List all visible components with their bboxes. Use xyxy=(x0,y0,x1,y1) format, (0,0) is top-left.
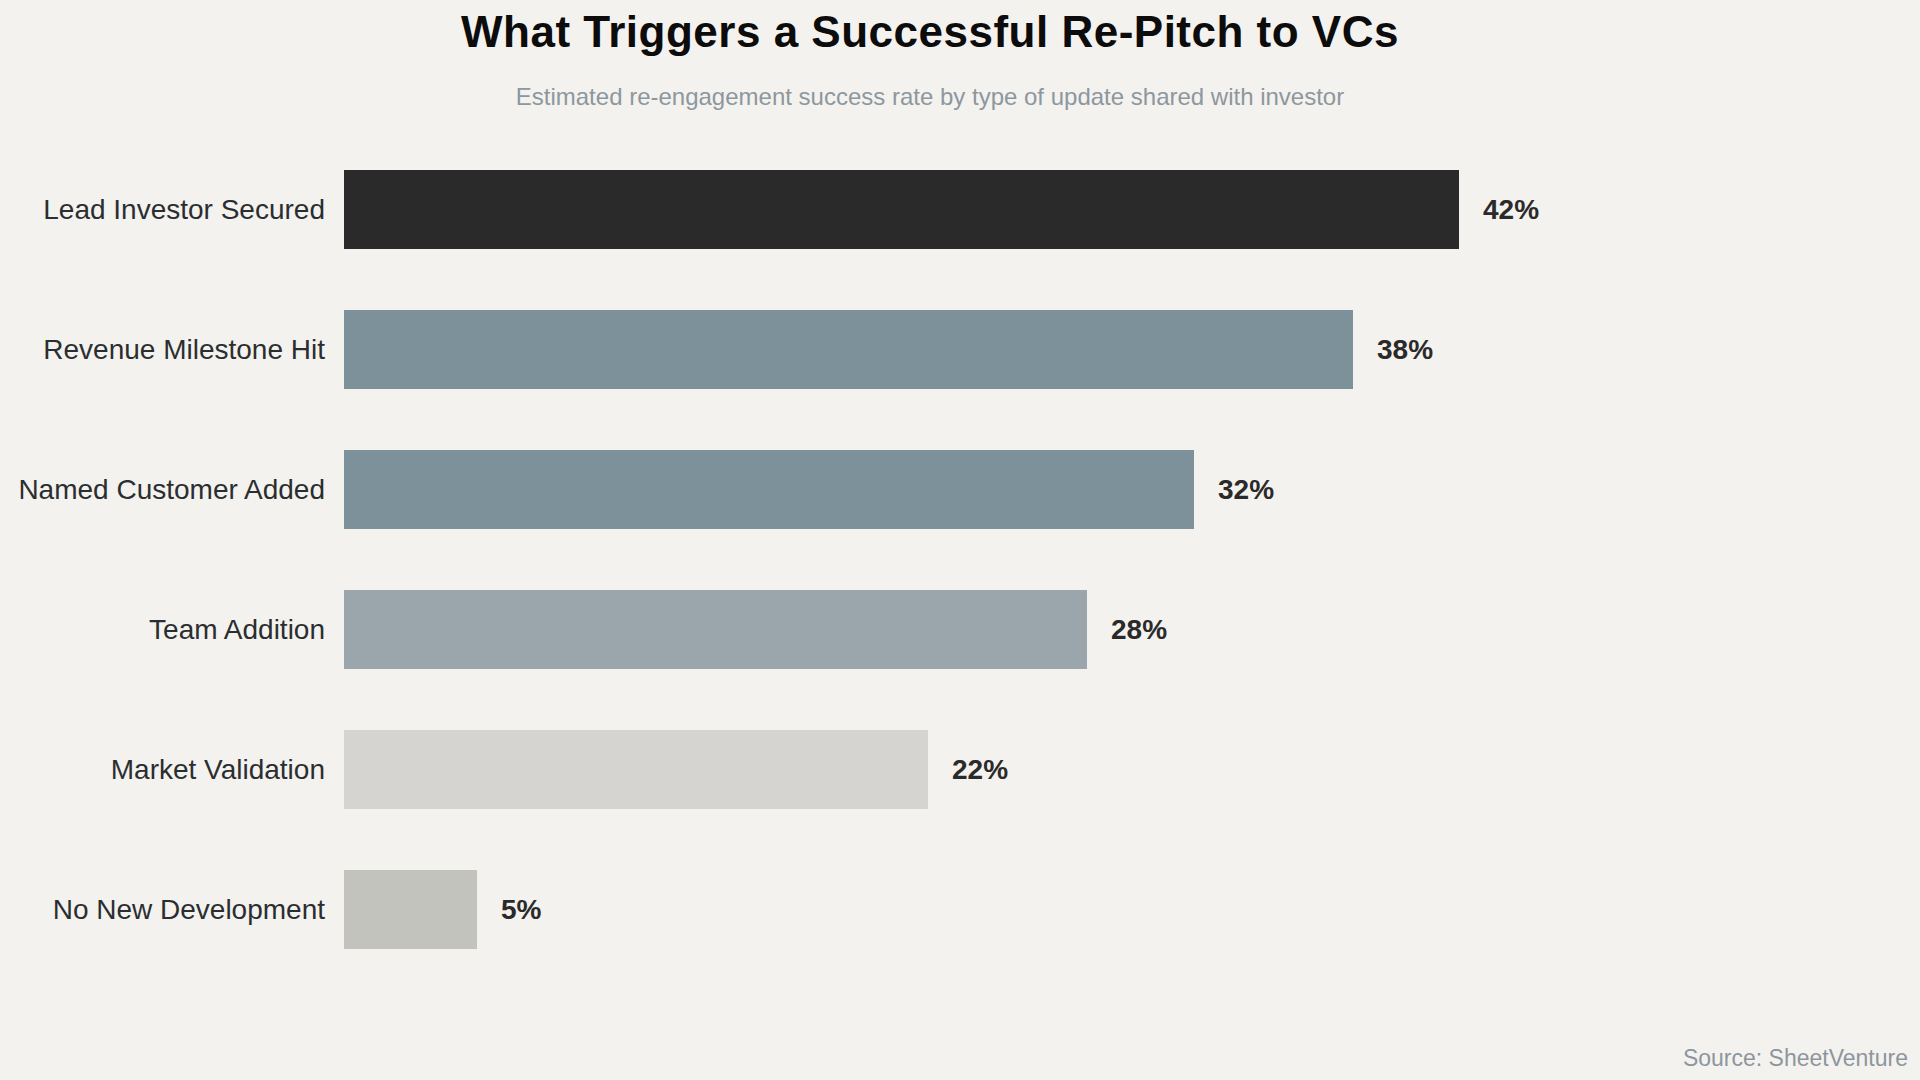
category-label: Revenue Milestone Hit xyxy=(0,334,344,366)
category-label: No New Development xyxy=(0,894,344,926)
bar-row: Named Customer Added 32% xyxy=(0,450,1920,529)
category-label: Lead Investor Secured xyxy=(0,194,344,226)
value-label: 38% xyxy=(1377,334,1433,366)
bar xyxy=(344,870,477,949)
category-label: Market Validation xyxy=(0,754,344,786)
value-label: 42% xyxy=(1483,194,1539,226)
source-credit: Source: SheetVenture xyxy=(1683,1045,1908,1072)
bar-row: No New Development 5% xyxy=(0,870,1920,949)
bar xyxy=(344,170,1459,249)
bar-row: Market Validation 22% xyxy=(0,730,1920,809)
value-label: 32% xyxy=(1218,474,1274,506)
value-label: 5% xyxy=(501,894,541,926)
bar-row: Lead Investor Secured 42% xyxy=(0,170,1920,249)
value-label: 28% xyxy=(1111,614,1167,646)
category-label: Team Addition xyxy=(0,614,344,646)
category-label: Named Customer Added xyxy=(0,474,344,506)
bar xyxy=(344,310,1353,389)
bar-rows: Lead Investor Secured 42% Revenue Mileston… xyxy=(0,170,1920,949)
bar xyxy=(344,590,1087,669)
chart-subtitle: Estimated re-engagement success rate by … xyxy=(0,82,1860,111)
bar xyxy=(344,730,928,809)
bar-row: Revenue Milestone Hit 38% xyxy=(0,310,1920,389)
bar xyxy=(344,450,1194,529)
value-label: 22% xyxy=(952,754,1008,786)
bar-chart: Lead Investor Secured 42% Revenue Mileston… xyxy=(0,170,1920,949)
chart-header: What Triggers a Successful Re-Pitch to V… xyxy=(0,0,1860,111)
bar-row: Team Addition 28% xyxy=(0,590,1920,669)
chart-title: What Triggers a Successful Re-Pitch to V… xyxy=(0,6,1860,58)
